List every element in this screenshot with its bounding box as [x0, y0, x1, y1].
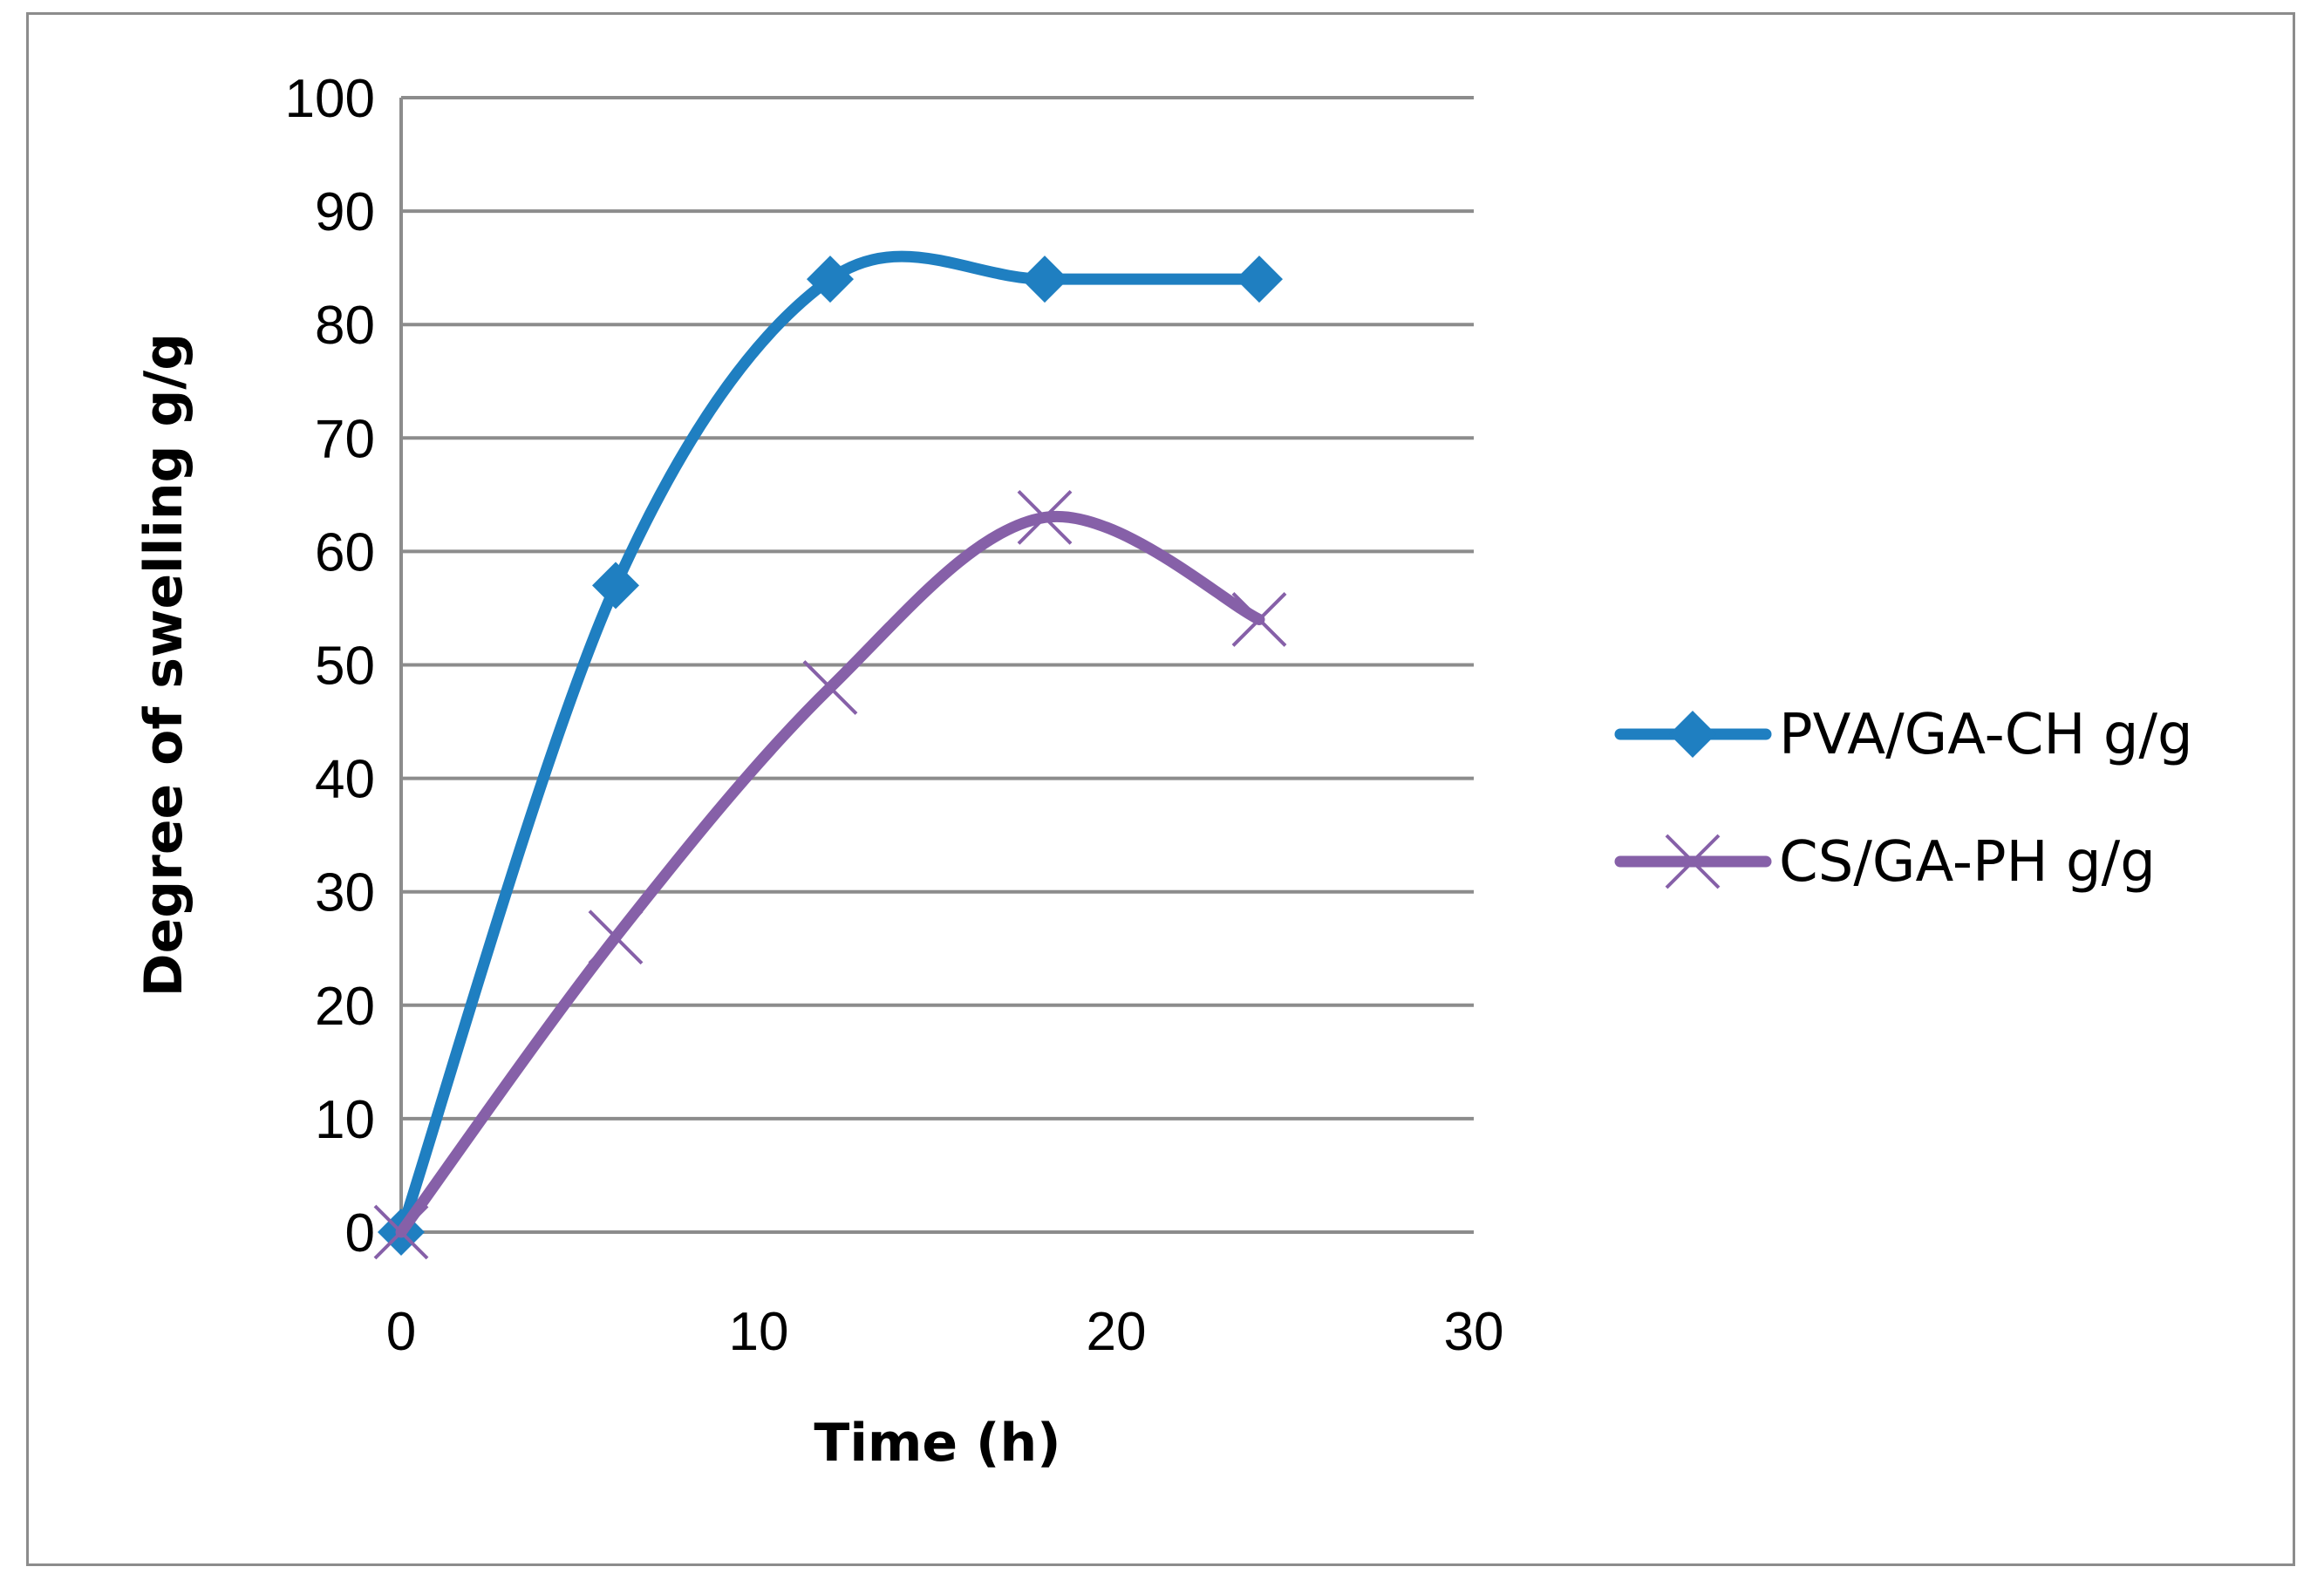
y-tick-labels: 0 10 20 30 40 50 60 70 80 90 100	[285, 69, 375, 1264]
series-layer	[373, 250, 1287, 1260]
y-tick-label-50: 50	[315, 637, 375, 697]
data-point-1-12	[807, 255, 854, 303]
legend-item-1: PVA/GA-CH g/g	[1614, 703, 2193, 767]
y-axis-title: Degree of swelling g/g	[133, 333, 194, 997]
data-point-2-18	[1017, 489, 1073, 545]
data-point-1-18	[1021, 255, 1068, 303]
chart-frame	[26, 12, 2295, 1566]
data-point-1-6	[592, 562, 639, 610]
data-point-2-24	[1231, 592, 1287, 647]
legend-label-2: CS/GA-PH g/g	[1779, 830, 2156, 895]
legend-label-1: PVA/GA-CH g/g	[1779, 703, 2193, 767]
x-tick-label-20: 20	[1087, 1302, 1147, 1362]
y-tick-label-90: 90	[315, 182, 375, 242]
y-tick-label-20: 20	[315, 977, 375, 1037]
legend-swatch-marker-1	[1669, 711, 1716, 758]
y-tick-label-30: 30	[315, 863, 375, 923]
series-1	[378, 250, 1283, 1256]
x-axis-title: Time (h)	[814, 1413, 1060, 1474]
x-tick-labels: 0 10 20 30	[386, 1302, 1504, 1362]
series-2	[373, 489, 1287, 1260]
y-tick-label-0: 0	[345, 1203, 375, 1264]
legend-swatch-marker-2	[1665, 834, 1721, 889]
y-tick-label-80: 80	[315, 296, 375, 356]
y-tick-label-40: 40	[315, 750, 375, 810]
x-tick-label-10: 10	[729, 1302, 789, 1362]
data-point-2-0	[373, 1204, 429, 1260]
x-tick-label-30: 30	[1444, 1302, 1504, 1362]
y-tick-label-70: 70	[315, 409, 375, 469]
y-tick-label-60: 60	[315, 522, 375, 582]
gridlines	[401, 96, 1474, 1234]
data-point-2-6	[588, 909, 644, 965]
data-point-1-24	[1236, 255, 1283, 303]
y-tick-label-10: 10	[315, 1090, 375, 1150]
data-point-2-12	[802, 660, 858, 715]
legend-item-2: CS/GA-PH g/g	[1614, 830, 2156, 895]
x-tick-label-0: 0	[386, 1302, 416, 1362]
legend: PVA/GA-CH g/g CS/GA-PH g/g	[1614, 703, 2193, 895]
series-line-2	[395, 510, 1265, 1238]
series-line-1	[395, 250, 1265, 1238]
y-tick-label-100: 100	[285, 69, 375, 129]
